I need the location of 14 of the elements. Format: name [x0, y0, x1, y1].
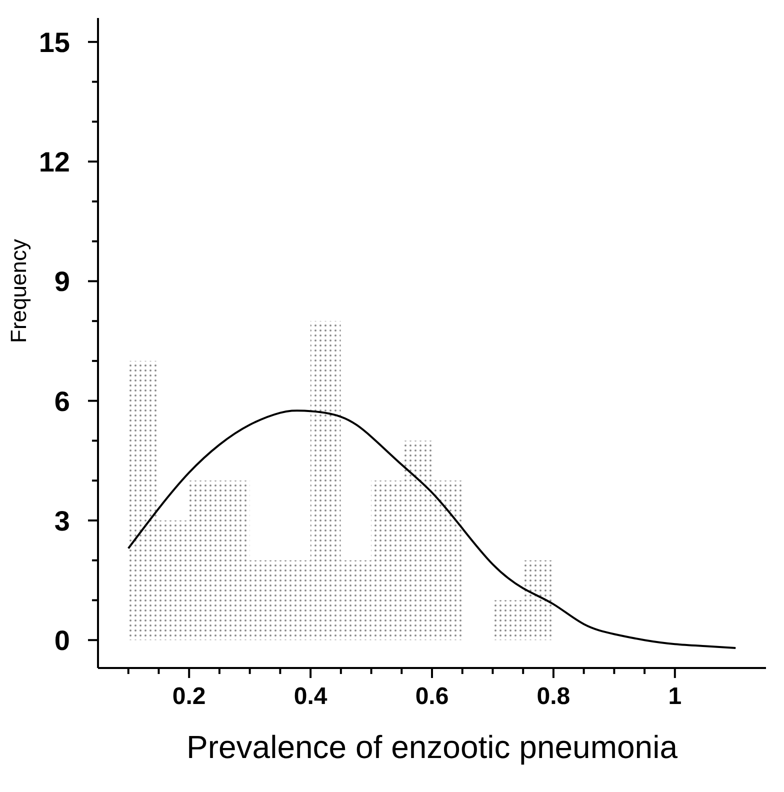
- x-tick-label: 0.2: [172, 683, 206, 710]
- y-tick-label: 12: [38, 146, 70, 178]
- y-tick-label: 0: [54, 625, 70, 656]
- x-axis-title: Prevalence of enzootic pneumonia: [186, 729, 678, 765]
- x-tick-label: 0.4: [294, 683, 328, 710]
- y-tick-label: 15: [38, 26, 70, 58]
- y-tick-label: 3: [54, 505, 70, 536]
- x-tick-label: 1: [668, 683, 682, 710]
- x-tick-label: 0.8: [536, 683, 570, 710]
- y-tick-label: 9: [54, 266, 70, 298]
- x-tick-label: 0.6: [415, 683, 449, 710]
- y-tick-label: 6: [54, 386, 70, 417]
- y-axis-title: Frequency: [6, 239, 31, 343]
- line-series: [127, 410, 737, 650]
